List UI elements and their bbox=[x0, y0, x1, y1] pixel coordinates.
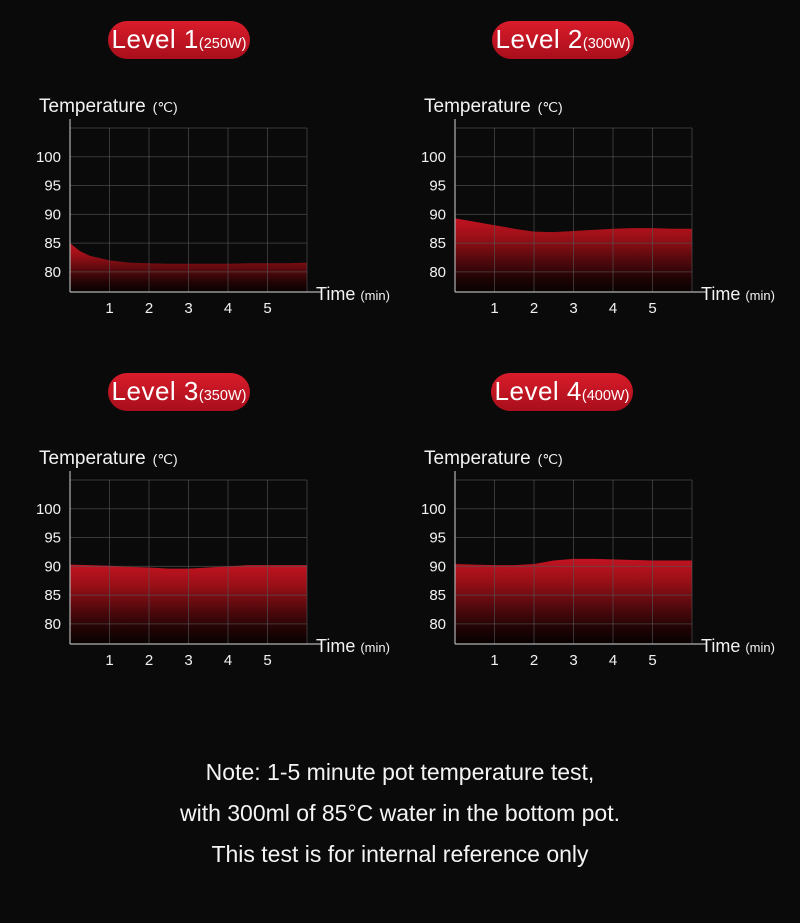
x-tick-label: 3 bbox=[569, 652, 577, 669]
y-tick-label: 80 bbox=[429, 616, 446, 633]
y-tick-label: 80 bbox=[44, 264, 61, 281]
y-tick-label: 80 bbox=[429, 264, 446, 281]
x-tick-label: 5 bbox=[263, 652, 271, 669]
y-tick-label: 95 bbox=[429, 178, 446, 195]
test-note: Note: 1-5 minute pot temperature test, w… bbox=[0, 752, 800, 875]
grid bbox=[70, 479, 308, 644]
y-tick-label: 90 bbox=[44, 206, 61, 223]
x-axis-label: Time (min) bbox=[316, 636, 390, 656]
note-line-1: Note: 1-5 minute pot temperature test, bbox=[205, 759, 595, 785]
tick-labels: 80 85 90 95 100 1 2 3 4 5 bbox=[421, 149, 657, 317]
grid bbox=[455, 479, 693, 644]
level-4-label: Level 4 bbox=[494, 376, 582, 406]
x-tick-label: 2 bbox=[145, 300, 153, 317]
y-tick-label: 85 bbox=[429, 235, 446, 252]
x-tick-label: 5 bbox=[648, 300, 656, 317]
x-axis-label: Time (min) bbox=[316, 284, 390, 304]
y-tick-label: 80 bbox=[44, 616, 61, 633]
level-1-label: Level 1 bbox=[111, 24, 199, 54]
temperature-chart-level-1: 80 85 90 95 100 1 2 3 4 5 Temperature (℃) Time (min) bbox=[36, 96, 390, 317]
level-2-power: (300W) bbox=[582, 36, 631, 52]
y-tick-label: 100 bbox=[36, 501, 61, 518]
chart-title: Temperature (℃) bbox=[424, 448, 563, 469]
axes bbox=[69, 119, 321, 293]
x-tick-label: 2 bbox=[530, 300, 538, 317]
y-tick-label: 95 bbox=[429, 530, 446, 547]
chart-title: Temperature (℃) bbox=[424, 96, 563, 117]
x-tick-label: 5 bbox=[263, 300, 271, 317]
level-4-badge: Level 4(400W) bbox=[491, 373, 633, 411]
grid bbox=[70, 127, 308, 292]
axes bbox=[454, 119, 706, 293]
level-3-label: Level 3 bbox=[111, 376, 199, 406]
level-1-power: (250W) bbox=[198, 36, 247, 52]
y-tick-label: 90 bbox=[429, 206, 446, 223]
x-tick-label: 3 bbox=[569, 300, 577, 317]
y-tick-label: 85 bbox=[44, 587, 61, 604]
x-tick-label: 3 bbox=[184, 300, 192, 317]
tick-labels: 80 85 90 95 100 1 2 3 4 5 bbox=[36, 149, 272, 317]
y-tick-label: 85 bbox=[429, 587, 446, 604]
x-tick-label: 4 bbox=[609, 652, 617, 669]
y-tick-label: 100 bbox=[36, 149, 61, 166]
level-1-badge: Level 1(250W) bbox=[108, 21, 250, 59]
temperature-chart-level-2: 80 85 90 95 100 1 2 3 4 5 Temperature (℃) Time (min) bbox=[421, 96, 775, 317]
y-tick-label: 95 bbox=[44, 530, 61, 547]
y-tick-label: 95 bbox=[44, 178, 61, 195]
level-2-badge: Level 2(300W) bbox=[492, 21, 634, 59]
tick-labels: 80 85 90 95 100 1 2 3 4 5 bbox=[36, 501, 272, 669]
note-line-2: with 300ml of 85°C water in the bottom p… bbox=[179, 800, 621, 826]
level-3-badge: Level 3(350W) bbox=[108, 373, 250, 411]
y-tick-label: 90 bbox=[44, 558, 61, 575]
level-2-label: Level 2 bbox=[495, 24, 583, 54]
level-4-power: (400W) bbox=[581, 388, 630, 404]
temperature-chart-level-4: 80 85 90 95 100 1 2 3 4 5 Temperature (℃) Time (min) bbox=[421, 448, 775, 669]
y-tick-label: 100 bbox=[421, 501, 446, 518]
y-tick-label: 90 bbox=[429, 558, 446, 575]
temperature-chart-level-3: 80 85 90 95 100 1 2 3 4 5 Temperature (℃) Time (min) bbox=[36, 448, 390, 669]
note-line-3: This test is for internal reference only bbox=[211, 841, 589, 867]
x-tick-label: 4 bbox=[224, 652, 232, 669]
y-tick-label: 85 bbox=[44, 235, 61, 252]
chart-title: Temperature (℃) bbox=[39, 448, 178, 469]
x-tick-label: 1 bbox=[105, 652, 113, 669]
grid bbox=[455, 127, 693, 292]
x-tick-label: 1 bbox=[105, 300, 113, 317]
y-tick-label: 100 bbox=[421, 149, 446, 166]
x-tick-label: 2 bbox=[530, 652, 538, 669]
level-3-power: (350W) bbox=[198, 388, 247, 404]
x-tick-label: 3 bbox=[184, 652, 192, 669]
x-tick-label: 5 bbox=[648, 652, 656, 669]
x-tick-label: 1 bbox=[490, 300, 498, 317]
axes bbox=[454, 471, 706, 645]
axes bbox=[69, 471, 321, 645]
tick-labels: 80 85 90 95 100 1 2 3 4 5 bbox=[421, 501, 657, 669]
x-tick-label: 2 bbox=[145, 652, 153, 669]
x-axis-label: Time (min) bbox=[701, 636, 775, 656]
x-tick-label: 4 bbox=[224, 300, 232, 317]
x-axis-label: Time (min) bbox=[701, 284, 775, 304]
x-tick-label: 4 bbox=[609, 300, 617, 317]
chart-title: Temperature (℃) bbox=[39, 96, 178, 117]
x-tick-label: 1 bbox=[490, 652, 498, 669]
